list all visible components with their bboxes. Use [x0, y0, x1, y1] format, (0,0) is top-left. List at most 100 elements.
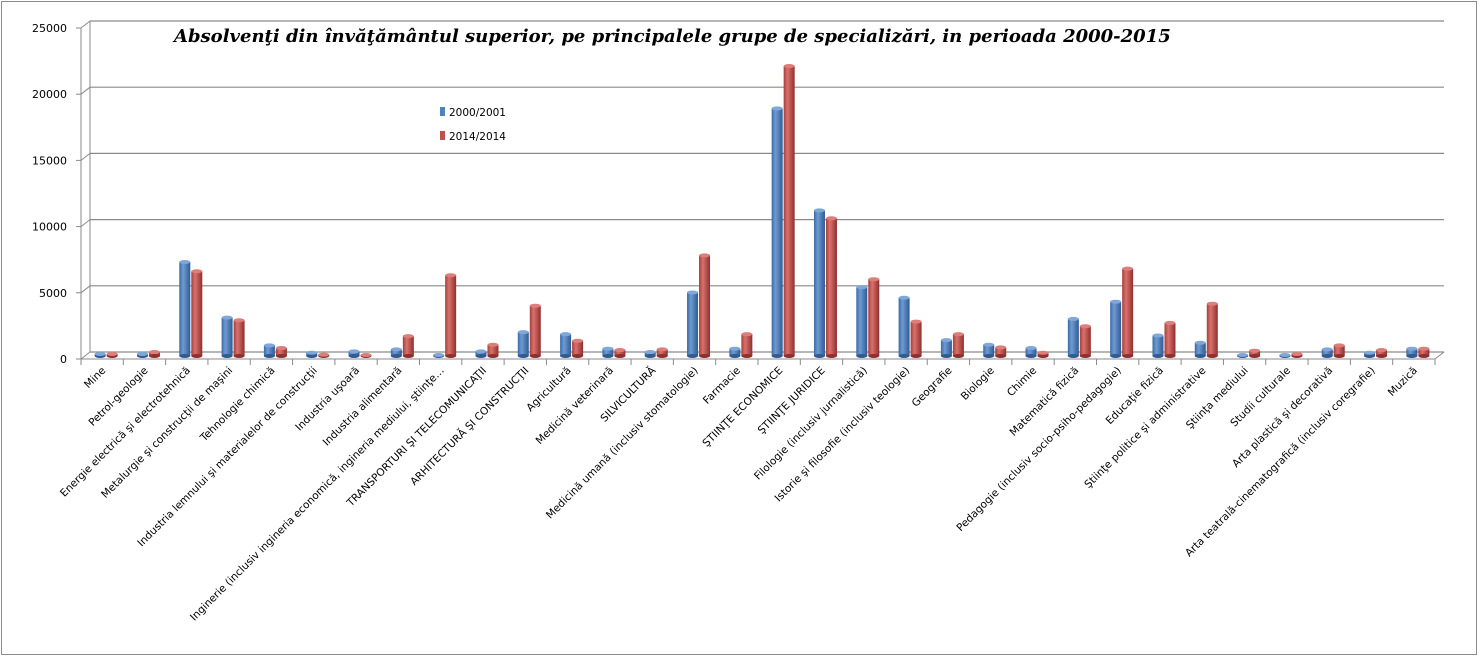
bar-base [148, 354, 160, 358]
bar-base [1152, 354, 1164, 358]
bar-top [813, 208, 825, 213]
bar-top [1025, 346, 1037, 351]
bar-base [898, 354, 910, 358]
bar-base [644, 354, 656, 358]
bar-top [952, 332, 964, 337]
bar-2014-2014 [1418, 348, 1430, 356]
bar-top [1110, 299, 1122, 304]
bar-top [1122, 266, 1134, 271]
bar-2000-2001 [221, 317, 233, 356]
bar-top [1237, 353, 1249, 357]
bar-2000-2001 [856, 287, 868, 356]
bar-top [1152, 333, 1164, 338]
bar-top [729, 346, 741, 351]
bar-top [1291, 352, 1303, 357]
bar-base [1418, 354, 1430, 358]
bar-top [687, 290, 699, 295]
bar-top [517, 330, 529, 335]
x-category-label: Chimie [1005, 365, 1039, 399]
bar-top [1321, 347, 1333, 352]
bar-2014-2014 [783, 66, 795, 356]
bar-top [644, 350, 656, 355]
bar-base [487, 354, 499, 358]
bar-base [1067, 354, 1079, 358]
bar-top [856, 285, 868, 290]
bar-base [1333, 354, 1345, 358]
bar-2014-2014 [402, 336, 414, 356]
bar-2000-2001 [560, 334, 572, 356]
bar-2014-2014 [952, 334, 964, 356]
bar-2014-2014 [1122, 268, 1134, 356]
legend-label-2014: 2014/2014 [449, 131, 506, 143]
bar-base [940, 354, 952, 358]
bar-base [560, 354, 572, 358]
bar-top [995, 345, 1007, 350]
y-tick-label: 25000 [32, 22, 67, 35]
gridline-side [80, 20, 91, 29]
bar-2014-2014 [868, 279, 880, 356]
bar-base [614, 354, 626, 358]
bar-2014-2014 [741, 334, 753, 356]
bar-2000-2001 [813, 210, 825, 356]
bar-base [475, 354, 487, 358]
bar-top [741, 332, 753, 337]
bar-top [983, 342, 995, 347]
bar-base [263, 354, 275, 358]
bar-2000-2001 [390, 349, 402, 356]
bar-2000-2001 [898, 297, 910, 356]
gridline-side [80, 351, 91, 360]
bar-2000-2001 [1321, 349, 1333, 356]
bar-2014-2014 [699, 255, 711, 356]
bar-top [1333, 343, 1345, 348]
bar-top [360, 353, 372, 357]
bar-base [825, 354, 837, 358]
chart-title: Absolvenţi din învăţământul superior, pe… [172, 26, 1171, 47]
bar-2000-2001 [1152, 335, 1164, 356]
bar-top [148, 350, 160, 355]
bar-base [602, 354, 614, 358]
bar-2000-2001 [1067, 318, 1079, 356]
bar-2000-2001 [1025, 348, 1037, 356]
bar-base [771, 354, 783, 358]
bar-base [221, 354, 233, 358]
bar-base [1406, 354, 1418, 358]
x-category-label: Farmacie [701, 365, 743, 407]
bar-top [233, 318, 245, 323]
y-tick-label: 0 [60, 353, 67, 366]
bar-top [1067, 316, 1079, 321]
bar-top [433, 353, 445, 357]
bar-2000-2001 [1110, 301, 1122, 356]
bar-2000-2001 [1406, 348, 1418, 356]
gridlines [80, 20, 1444, 360]
bar-base [1025, 354, 1037, 358]
bar-base [1079, 354, 1091, 358]
bar-2000-2001 [263, 345, 275, 356]
x-category-label: Medicină veterinară [534, 365, 616, 447]
bar-top [263, 343, 275, 348]
bar-top [445, 273, 457, 278]
bar-top [825, 216, 837, 221]
bar-top [1406, 346, 1418, 351]
x-category-label: Geografie [910, 365, 955, 410]
bar-top [1194, 340, 1206, 345]
axes [76, 21, 1445, 365]
bar-base [517, 354, 529, 358]
x-category-label: Industria alimentară [321, 365, 405, 449]
bar-2014-2014 [233, 320, 245, 356]
bar-2014-2014 [529, 305, 541, 356]
bar-top [1418, 346, 1430, 351]
bar-base [191, 354, 203, 358]
bar-2000-2001 [687, 292, 699, 356]
bar-base [952, 354, 964, 358]
bar-base [868, 354, 880, 358]
bar-base [1122, 354, 1134, 358]
bar-base [983, 354, 995, 358]
bar-2000-2001 [1194, 342, 1206, 356]
y-tick-label: 5000 [39, 287, 67, 300]
bar-base [1037, 354, 1049, 358]
legend: 2000/2001 2014/2014 [440, 107, 506, 143]
bar-base [741, 354, 753, 358]
bar-top [191, 269, 203, 274]
bar-top [221, 315, 233, 320]
